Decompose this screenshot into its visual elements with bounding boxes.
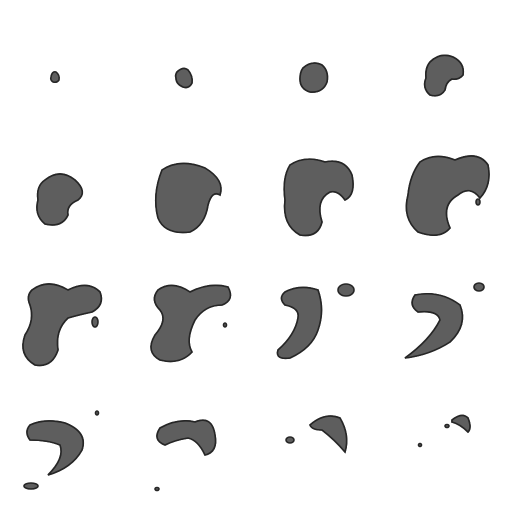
blob-fragment [337,283,355,297]
blob-fragment [444,423,450,429]
blob-fragment [475,198,481,206]
blob-fragment [285,436,295,444]
blob-outline [276,286,323,360]
blob-outline [309,415,348,454]
blob-outline [174,67,193,89]
blob-frame [49,71,60,84]
blob-outline [451,414,471,434]
blob-fragment [222,322,228,328]
blob-outline [150,284,232,363]
blob-outline [299,62,329,93]
blob-outline [26,420,84,476]
blob-outline [154,162,222,234]
blob-fragment [94,410,100,416]
blob-fragment [154,486,160,492]
blob-fragment [23,482,39,490]
blob-outline [36,173,84,226]
blob-fragment [91,316,99,328]
blob-outline [423,54,465,97]
blob-outline [405,155,490,236]
blob-outline [22,283,103,367]
blob-fragment [417,442,423,448]
blob-outline [283,158,354,237]
blob-outline [404,292,464,359]
blob-outline [156,419,217,456]
blob-fragment [473,282,485,292]
